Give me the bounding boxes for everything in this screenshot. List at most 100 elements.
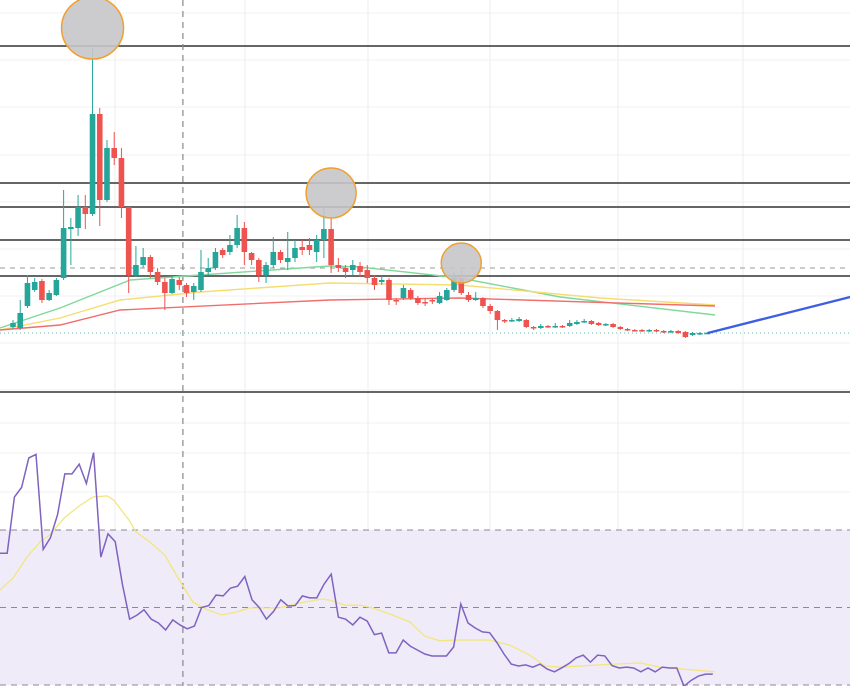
candle-body [530,327,537,329]
candle-down [162,278,168,310]
trendline[interactable] [707,295,850,335]
candle-up [68,218,74,265]
candle-up [668,330,674,333]
candle-up [140,248,146,268]
candle-down [299,240,305,255]
candle-body [335,265,342,268]
candle-up [234,215,240,248]
candle-down [422,298,428,306]
candle-body [646,330,653,332]
candle-body [270,252,277,265]
candle-down [480,297,486,308]
candle-body [393,300,399,302]
highlight-circle[interactable] [305,167,357,219]
candle-up [689,332,696,336]
candle-up [89,45,96,216]
candle-down [617,326,624,330]
candle-down [494,310,501,330]
candle-body [407,290,414,298]
candle-body [588,321,595,324]
highlight-markers[interactable] [60,0,483,284]
candle-down [111,132,118,165]
candle-body [53,280,60,295]
candle-body [509,320,515,322]
candle-body [682,332,689,337]
candle-body [60,228,67,278]
candle-down [219,248,226,258]
candle-up [198,250,204,292]
candle-body [537,326,544,328]
rsi-indicator [0,452,716,686]
candle-down [277,250,284,263]
candle-body [198,272,204,290]
candle-up [227,235,233,255]
candle-body [234,228,240,245]
candle-body [444,290,450,300]
candle-up [75,195,81,236]
candlestick-series [10,45,710,338]
candle-down [393,298,399,305]
candle-body [10,323,16,327]
candle-up [53,278,60,296]
candle-body [176,280,183,285]
candle-body [17,313,24,328]
candle-body [436,296,443,303]
candle-up [169,276,175,294]
candle-body [472,298,479,300]
candle-up [566,320,573,327]
candle-body [617,327,624,329]
candle-up [60,190,67,280]
candle-down [545,325,551,328]
candle-body [595,323,602,325]
candle-body [697,333,703,335]
candle-body [480,298,486,306]
candle-down [248,252,255,265]
candle-body [111,148,118,158]
candle-body [378,280,385,282]
candle-down [154,268,161,285]
candle-body [162,282,168,293]
candle-body [284,258,291,262]
candle-body [118,158,125,207]
candle-down [610,323,616,328]
ma_slow-line [0,297,716,331]
candle-body [668,331,674,333]
candle-down [183,283,190,297]
candle-body [263,265,269,275]
rsi-ma-line [0,495,716,673]
candle-body [451,278,457,290]
candle-body [523,320,530,327]
candle-body [566,323,573,326]
candle-body [516,319,522,321]
candle-body [487,306,493,311]
candle-body [581,321,587,323]
candle-down [631,329,638,332]
candle-body [31,282,38,290]
candle-up [400,285,407,300]
candle-down [682,331,689,338]
candle-body [313,240,320,252]
candle-down [675,330,681,334]
candle-body [82,207,89,214]
candle-body [190,286,197,292]
candle-body [653,330,660,332]
candle-body [140,257,146,265]
highlight-circle[interactable] [60,0,125,60]
candle-up [574,320,580,325]
candle-body [350,265,356,270]
candle-down [429,298,436,304]
candle-body [75,207,81,228]
candle-up [646,329,653,332]
candle-body [371,278,378,285]
candle-up [263,262,269,283]
highlight-circle[interactable] [440,242,483,284]
candle-down [371,275,378,290]
candle-up [212,248,219,270]
candle-body [465,295,472,300]
candle-up [704,332,710,335]
candle-up [284,232,291,270]
candle-body [458,278,465,293]
candle-body [386,280,392,300]
candle-body [256,260,262,275]
